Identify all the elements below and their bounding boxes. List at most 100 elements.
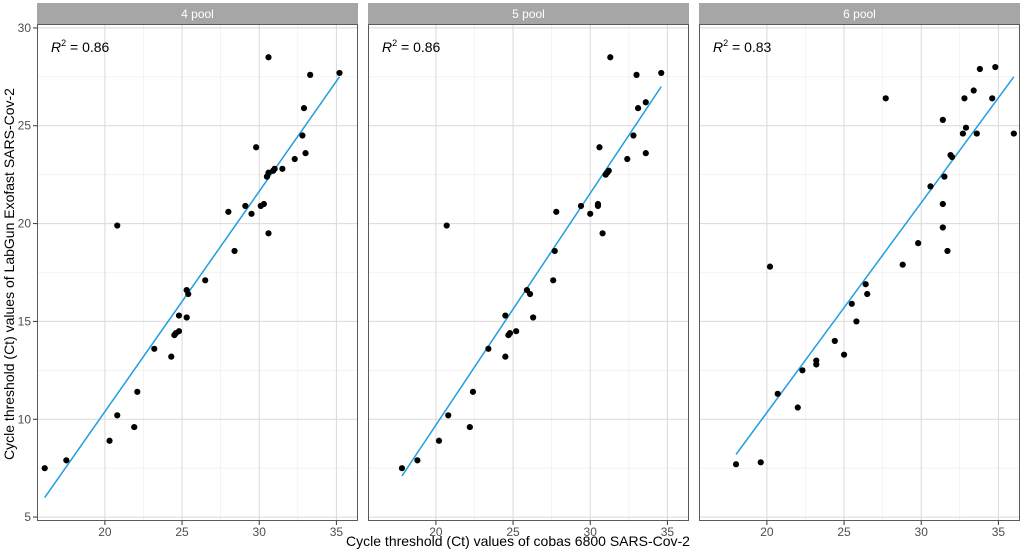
data-point [466, 423, 473, 431]
regression-line [735, 76, 1015, 455]
data-point [1010, 130, 1017, 137]
y-axis-title: Cycle threshold (Ct) values of LabGun Ex… [1, 88, 17, 460]
data-point [948, 153, 956, 161]
data-point [307, 71, 314, 78]
data-point [899, 261, 906, 268]
data-point [443, 222, 450, 229]
data-point [302, 150, 309, 157]
data-point [658, 69, 665, 77]
data-point [526, 290, 534, 298]
data-point [151, 345, 158, 352]
data-point [633, 71, 640, 78]
data-point [848, 300, 855, 307]
data-point [992, 63, 999, 71]
data-point [414, 457, 421, 464]
panel-3: 6 pool R2 = 0.83 20 25 30 35 [699, 3, 1020, 539]
data-point [642, 99, 649, 106]
data-point [587, 210, 594, 217]
data-point [915, 240, 922, 247]
data-point [279, 165, 286, 172]
data-point [114, 222, 121, 229]
data-point [766, 263, 774, 270]
data-point [435, 437, 443, 444]
data-point [642, 150, 649, 157]
data-point [506, 330, 514, 337]
data-point [961, 95, 968, 102]
data-point [265, 169, 272, 176]
data-point [976, 65, 983, 73]
data-point [41, 465, 48, 472]
data-point [799, 367, 806, 374]
data-point [941, 173, 948, 180]
data-point [299, 132, 306, 139]
regression-line [401, 86, 662, 477]
panel-strip-label: 5 pool [512, 7, 545, 21]
data-point [300, 105, 308, 112]
x-tick-label: 25 [837, 525, 851, 539]
y-tick-label: 5 [24, 510, 31, 524]
data-point [253, 144, 260, 151]
data-point [939, 116, 946, 123]
data-point [175, 328, 183, 335]
data-point [225, 208, 232, 215]
data-point [831, 337, 838, 345]
data-point [577, 202, 585, 210]
data-point [864, 290, 871, 298]
data-point [605, 167, 612, 174]
data-point [260, 200, 267, 208]
data-point [882, 95, 889, 102]
data-point [271, 165, 278, 172]
data-point [970, 87, 977, 94]
data-point [502, 312, 509, 319]
data-point [185, 290, 192, 298]
data-point [265, 54, 272, 61]
data-point [862, 281, 869, 288]
x-tick-label: 25 [506, 525, 520, 539]
x-tick-label: 30 [584, 525, 598, 539]
data-point [131, 423, 138, 431]
panel-strip-label: 4 pool [181, 7, 214, 21]
data-point [134, 388, 141, 395]
data-point [63, 457, 70, 464]
data-point [944, 247, 951, 255]
data-point [248, 210, 255, 217]
y-tick-label: 10 [18, 412, 32, 426]
panel-strip [37, 3, 358, 24]
r-squared-label: R2 = 0.83 [713, 38, 772, 55]
data-point [469, 388, 477, 395]
data-point [183, 314, 190, 321]
y-tick-label: 20 [18, 217, 32, 231]
data-point [774, 390, 781, 397]
x-tick-label: 30 [253, 525, 267, 539]
data-point [630, 132, 637, 139]
data-point [175, 312, 183, 319]
data-point [939, 200, 946, 208]
data-point [973, 130, 980, 137]
facet-panels: 4 pool R2 = 0.86 20 25 30 35 5 10 15 20 25 30 5 pool… [18, 3, 1020, 539]
data-point [530, 314, 537, 321]
x-tick-label: 20 [760, 525, 774, 539]
y-tick-label: 15 [18, 314, 32, 328]
x-tick-label: 35 [330, 525, 344, 539]
data-point [732, 461, 740, 468]
x-tick-label: 30 [915, 525, 929, 539]
data-point [398, 465, 406, 472]
data-point [242, 202, 249, 210]
data-point [959, 130, 966, 137]
x-tick-label: 35 [661, 525, 675, 539]
data-point [336, 69, 343, 77]
data-point [989, 95, 996, 102]
data-point [106, 437, 113, 444]
panel-strip-label: 6 pool [843, 7, 876, 21]
x-tick-label: 25 [175, 525, 189, 539]
data-point [840, 351, 848, 358]
x-tick-label: 20 [98, 525, 112, 539]
data-point [168, 353, 175, 360]
x-axis-title: Cycle threshold (Ct) values of cobas 680… [346, 533, 690, 549]
data-point [596, 144, 603, 151]
regression-line [44, 76, 341, 498]
data-point [550, 277, 557, 284]
data-point [202, 277, 209, 284]
r-squared-label: R2 = 0.86 [382, 38, 441, 55]
